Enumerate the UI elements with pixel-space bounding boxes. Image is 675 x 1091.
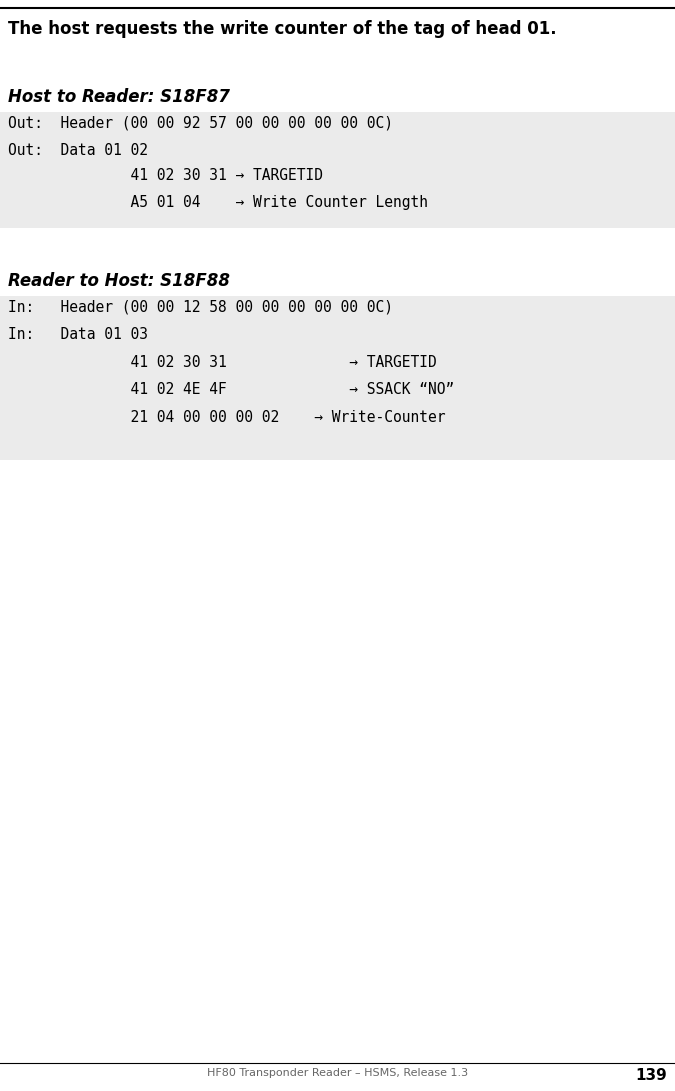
Text: Out:  Header (00 00 92 57 00 00 00 00 00 0C): Out: Header (00 00 92 57 00 00 00 00 00 … bbox=[8, 116, 393, 131]
Text: A5 01 04    → Write Counter Length: A5 01 04 → Write Counter Length bbox=[8, 195, 428, 209]
Text: 41 02 30 31 → TARGETID: 41 02 30 31 → TARGETID bbox=[8, 168, 323, 183]
Text: 41 02 30 31              → TARGETID: 41 02 30 31 → TARGETID bbox=[8, 355, 437, 370]
Text: Out:  Data 01 02: Out: Data 01 02 bbox=[8, 143, 148, 158]
Bar bbox=[0, 296, 675, 460]
Text: In:   Header (00 00 12 58 00 00 00 00 00 0C): In: Header (00 00 12 58 00 00 00 00 00 0… bbox=[8, 300, 393, 315]
Text: 139: 139 bbox=[635, 1068, 667, 1083]
Text: The host requests the write counter of the tag of head 01.: The host requests the write counter of t… bbox=[8, 20, 557, 38]
Text: 41 02 4E 4F              → SSACK “NO”: 41 02 4E 4F → SSACK “NO” bbox=[8, 382, 454, 397]
Text: 21 04 00 00 00 02    → Write-Counter: 21 04 00 00 00 02 → Write-Counter bbox=[8, 410, 446, 425]
Text: Reader to Host: S18F88: Reader to Host: S18F88 bbox=[8, 272, 230, 290]
Text: Host to Reader: S18F87: Host to Reader: S18F87 bbox=[8, 88, 230, 106]
Text: In:   Data 01 03: In: Data 01 03 bbox=[8, 327, 148, 341]
Text: HF80 Transponder Reader – HSMS, Release 1.3: HF80 Transponder Reader – HSMS, Release … bbox=[207, 1068, 468, 1078]
Bar bbox=[0, 112, 675, 228]
